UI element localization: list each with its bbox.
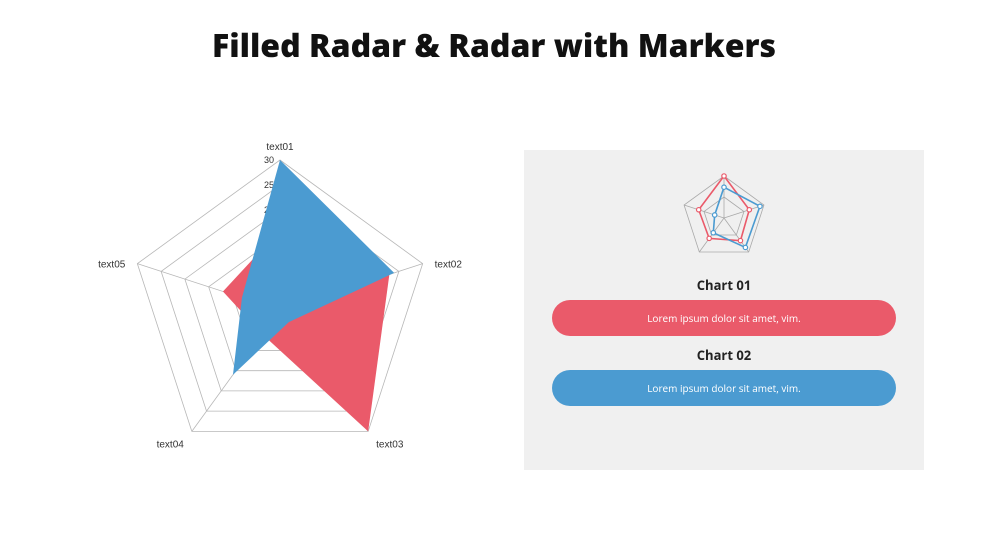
svg-text:text03: text03 — [376, 439, 404, 450]
svg-text:text05: text05 — [98, 260, 126, 271]
svg-text:text01: text01 — [266, 142, 294, 153]
svg-text:text02: text02 — [435, 260, 463, 271]
svg-text:30: 30 — [264, 155, 274, 165]
pill-label-1: Chart 02 — [552, 346, 896, 364]
left-chart-container: 051015202530text01text02text03text04text… — [60, 120, 480, 520]
svg-text:text04: text04 — [157, 439, 185, 450]
right-panel: Chart 01 Lorem ipsum dolor sit amet, vim… — [524, 150, 924, 470]
pill-0: Lorem ipsum dolor sit amet, vim. — [552, 300, 896, 336]
pill-text-1: Lorem ipsum dolor sit amet, vim. — [647, 381, 801, 395]
filled-radar-chart: 051015202530text01text02text03text04text… — [60, 120, 500, 520]
radar-markers-chart — [654, 168, 794, 268]
pill-1: Lorem ipsum dolor sit amet, vim. — [552, 370, 896, 406]
pill-label-0: Chart 01 — [552, 276, 896, 294]
page-title: Filled Radar & Radar with Markers — [0, 24, 988, 67]
pill-text-0: Lorem ipsum dolor sit amet, vim. — [647, 311, 801, 325]
